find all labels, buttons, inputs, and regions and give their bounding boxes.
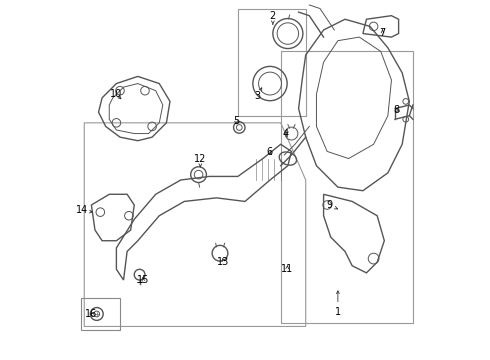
Text: 4: 4 xyxy=(283,129,289,139)
Text: 1: 1 xyxy=(335,291,341,317)
Text: 2: 2 xyxy=(270,12,276,24)
Text: 13: 13 xyxy=(218,257,230,267)
Text: 8: 8 xyxy=(394,105,400,115)
Text: 11: 11 xyxy=(281,264,294,274)
Text: 12: 12 xyxy=(194,154,206,167)
Text: 16: 16 xyxy=(85,309,97,319)
Text: 15: 15 xyxy=(137,275,149,285)
Text: 5: 5 xyxy=(233,116,239,126)
Text: 7: 7 xyxy=(379,28,386,38)
Text: 14: 14 xyxy=(75,205,92,215)
Text: 9: 9 xyxy=(326,200,338,210)
Text: 6: 6 xyxy=(266,147,272,157)
Text: 10: 10 xyxy=(110,89,122,99)
Text: 3: 3 xyxy=(254,88,262,101)
